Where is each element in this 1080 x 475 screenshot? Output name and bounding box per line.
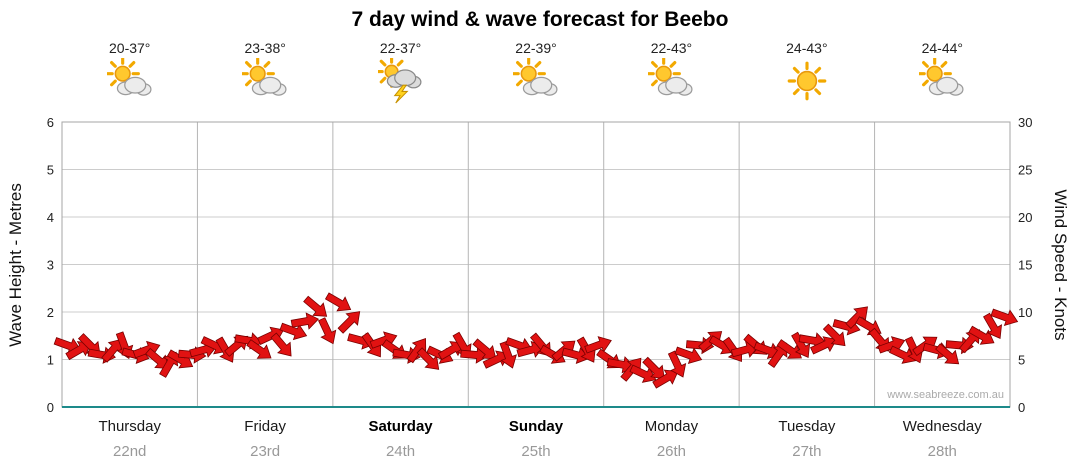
day-date: 28th [927, 443, 957, 460]
wind-arrow [145, 347, 170, 369]
temperature-range: 22-37° [379, 40, 422, 56]
day-date: 26th [656, 443, 687, 460]
weather-icon-sun-cloud [511, 56, 559, 104]
wind-arrow [776, 339, 802, 359]
day-date: 23rd [250, 443, 281, 460]
temperature-range: 22-39° [515, 40, 557, 56]
wind-arrow [561, 346, 590, 364]
wind-arrow [318, 317, 337, 345]
wind-arrow [845, 306, 868, 330]
right-axis-tick: 5 [1018, 353, 1025, 368]
right-axis-tick: 10 [1018, 305, 1032, 320]
right-axis-tick: 0 [1018, 400, 1025, 415]
wind-arrow [983, 312, 1003, 340]
left-axis-tick: 4 [47, 210, 54, 225]
day-date: 27th [792, 443, 822, 460]
day-name: Sunday [508, 418, 564, 435]
left-axis-tick: 6 [47, 115, 54, 130]
wind-arrow [822, 323, 846, 347]
weather-icon-sun-cloud [105, 56, 153, 104]
wind-arrow [629, 364, 657, 383]
watermark: www.seabreeze.com.au [886, 389, 1004, 401]
wind-arrow [667, 350, 687, 378]
page-title: 7 day wind & wave forecast for Beebo [351, 8, 729, 31]
day-name: Wednesday [902, 418, 982, 435]
wind-arrow [337, 311, 361, 334]
temperature-range: 23-38° [244, 40, 286, 56]
day-date: 24th [385, 443, 416, 460]
wind-arrow [990, 308, 1019, 326]
weather-icon-storm [374, 55, 424, 104]
weather-icon-sun [784, 58, 830, 104]
wind-arrow [65, 341, 92, 361]
day-date: 25th [521, 443, 551, 460]
right-axis-tick: 15 [1018, 258, 1032, 273]
left-axis-tick: 1 [47, 353, 54, 368]
temperature-range: 22-43° [650, 40, 693, 56]
day-name: Friday [244, 418, 286, 435]
wind-arrow [935, 343, 960, 365]
wind-arrow [674, 346, 703, 364]
day-name: Tuesday [778, 418, 836, 435]
left-axis-tick: 3 [47, 258, 54, 273]
wind-arrow [246, 339, 272, 359]
day-name: Monday [644, 418, 699, 435]
wind-arrow [279, 322, 308, 341]
day-name: Thursday [98, 418, 161, 435]
left-axis-tick: 2 [47, 305, 54, 320]
right-axis-tick: 30 [1018, 115, 1032, 130]
wind-arrow [584, 336, 612, 354]
left-axis-tick: 0 [47, 400, 54, 415]
wind-arrow [652, 369, 679, 389]
wind-arrow [642, 356, 665, 380]
wind-arrow [416, 347, 440, 370]
weather-icon-sun-cloud [240, 56, 288, 104]
wind-arrow [810, 336, 838, 355]
right-axis-tick: 25 [1018, 163, 1032, 178]
temperature-range: 24-43° [786, 40, 828, 56]
wind-arrow [324, 292, 352, 312]
weather-icon-sun-cloud [646, 56, 694, 104]
wind-arrow [472, 338, 497, 360]
temperature-range: 24-44° [921, 40, 963, 56]
wind-arrow [303, 295, 328, 317]
wind-arrow [290, 312, 320, 330]
wind-arrow [406, 337, 427, 364]
day-name: Saturday [368, 418, 433, 435]
wind-arrow [499, 340, 517, 369]
weather-icon-sun-cloud [917, 56, 965, 104]
wind-arrow [968, 325, 995, 345]
wind-arrow [270, 332, 292, 357]
temperature-range: 20-37° [109, 40, 151, 56]
day-date: 22nd [113, 443, 147, 460]
left-axis-tick: 5 [47, 163, 54, 178]
right-axis-tick: 20 [1018, 210, 1032, 225]
wind-arrow [889, 345, 917, 364]
wind-arrow [791, 331, 811, 359]
